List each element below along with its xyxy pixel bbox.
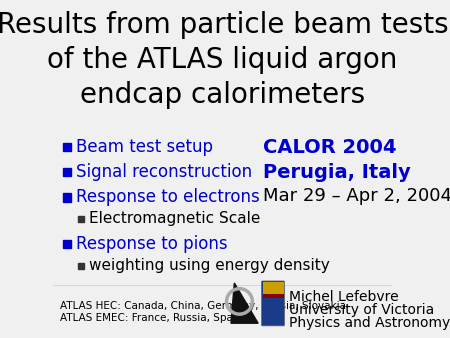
Text: Response to electrons: Response to electrons [76,188,260,206]
Text: ATLAS EMEC: France, Russia, Spain: ATLAS EMEC: France, Russia, Spain [59,313,242,323]
FancyBboxPatch shape [261,281,284,326]
Text: weighting using energy density: weighting using energy density [90,258,330,273]
Text: Results from particle beam tests
of the ATLAS liquid argon
endcap calorimeters: Results from particle beam tests of the … [0,11,448,108]
Text: Signal reconstruction: Signal reconstruction [76,163,252,181]
Text: Physics and Astronomy: Physics and Astronomy [288,316,450,330]
Text: University of Victoria: University of Victoria [288,303,434,317]
Bar [78,216,85,222]
Text: Perugia, Italy: Perugia, Italy [263,163,411,182]
Text: ATLAS HEC: Canada, China, Germany, Russia, Slovakia: ATLAS HEC: Canada, China, Germany, Russi… [59,301,346,311]
Polygon shape [231,283,258,323]
Bar [63,193,71,201]
Bar [262,294,284,298]
Bar [63,240,71,248]
Bar [78,263,85,269]
Bar [63,143,71,151]
Text: Response to pions: Response to pions [76,235,228,253]
Text: Michel Lefebvre: Michel Lefebvre [288,290,398,304]
Text: Electromagnetic Scale: Electromagnetic Scale [90,211,261,226]
Bar [63,168,71,176]
Text: Beam test setup: Beam test setup [76,138,213,156]
Bar [262,282,284,294]
Text: CALOR 2004: CALOR 2004 [263,138,397,157]
Text: Mar 29 – Apr 2, 2004: Mar 29 – Apr 2, 2004 [263,187,450,205]
